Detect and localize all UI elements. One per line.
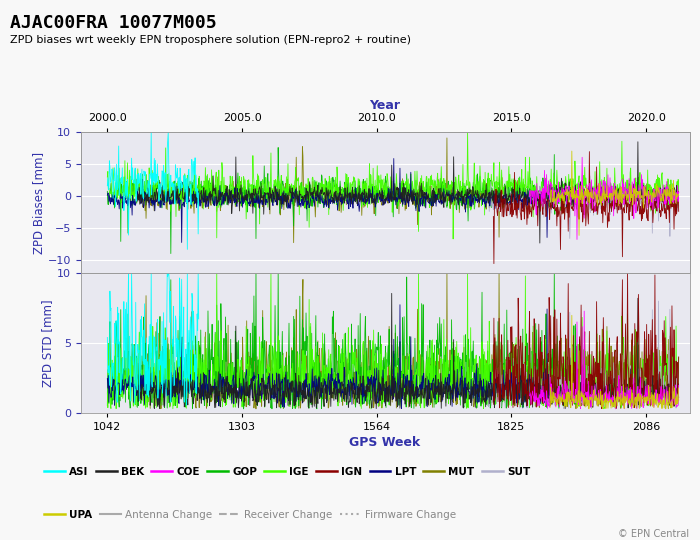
Legend: ASI, BEK, COE, GOP, IGE, IGN, LPT, MUT, SUT: ASI, BEK, COE, GOP, IGE, IGN, LPT, MUT, … bbox=[40, 462, 534, 481]
Legend: UPA, Antenna Change, Receiver Change, Firmware Change: UPA, Antenna Change, Receiver Change, Fi… bbox=[40, 505, 460, 524]
Text: © EPN Central: © EPN Central bbox=[618, 529, 690, 539]
X-axis label: Year: Year bbox=[370, 99, 400, 112]
Y-axis label: ZPD Biases [mm]: ZPD Biases [mm] bbox=[32, 151, 45, 254]
X-axis label: GPS Week: GPS Week bbox=[349, 436, 421, 449]
Y-axis label: ZPD STD [mm]: ZPD STD [mm] bbox=[41, 299, 54, 387]
Text: ZPD biases wrt weekly EPN troposphere solution (EPN-repro2 + routine): ZPD biases wrt weekly EPN troposphere so… bbox=[10, 35, 412, 45]
Text: AJAC00FRA 10077M005: AJAC00FRA 10077M005 bbox=[10, 14, 217, 31]
